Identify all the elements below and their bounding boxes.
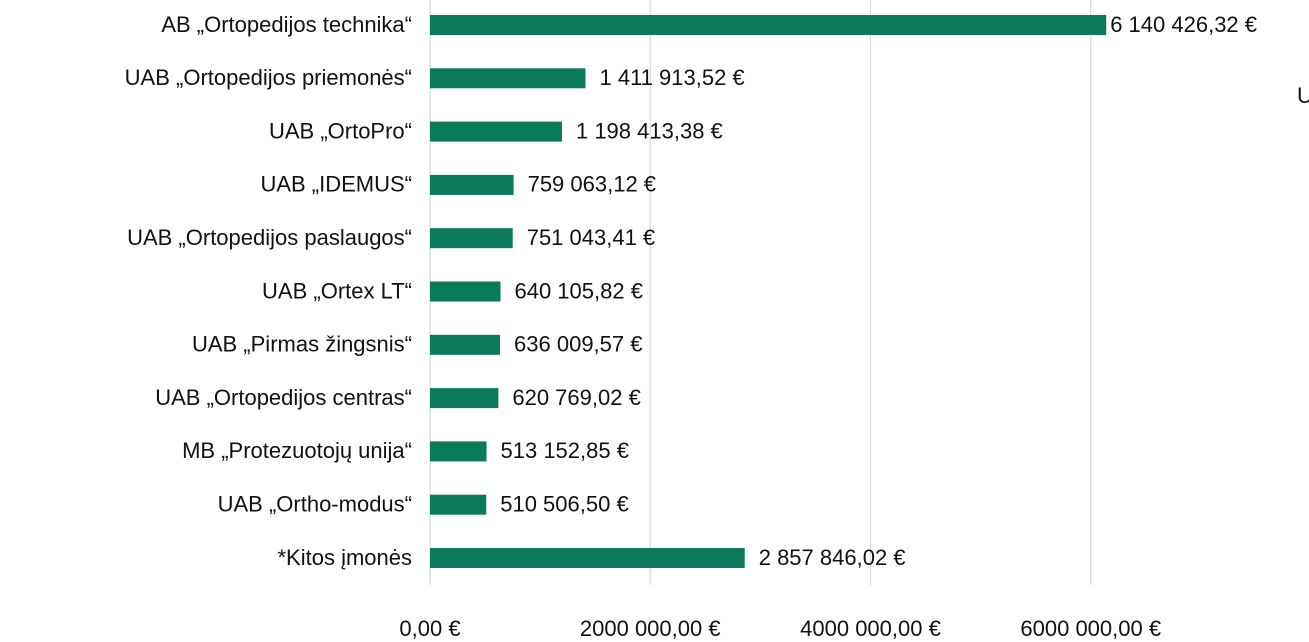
value-label: 510 506,50 € xyxy=(500,492,628,517)
value-label: 640 105,82 € xyxy=(514,278,642,303)
bar xyxy=(430,441,487,462)
y-tick-label: MB „Protezuotojų unija“ xyxy=(182,438,412,463)
y-tick-label: UAB „Ortopedijos paslaugos“ xyxy=(127,225,412,250)
note: U xyxy=(1297,83,1309,108)
y-tick-label: UAB „Pirmas žingsnis“ xyxy=(192,332,412,357)
y-tick-label: UAB „Ortex LT“ xyxy=(262,278,412,303)
y-tick-label: AB „Ortopedijos technika“ xyxy=(161,12,412,37)
value-label: 751 043,41 € xyxy=(527,225,655,250)
value-label: 2 857 846,02 € xyxy=(759,545,906,570)
bar xyxy=(430,121,562,142)
x-tick-label: 2000 000,00 € xyxy=(580,616,721,641)
y-tick-label: UAB „Ortho-modus“ xyxy=(218,492,412,517)
bar xyxy=(430,68,586,89)
bar xyxy=(430,281,501,302)
bar xyxy=(430,334,501,355)
bar xyxy=(430,388,499,409)
value-label: 1 198 413,38 € xyxy=(576,118,723,143)
value-label: 759 063,12 € xyxy=(528,172,656,197)
bar xyxy=(430,494,487,515)
y-tick-label: UAB „OrtoPro“ xyxy=(269,118,412,143)
bar xyxy=(430,548,745,568)
value-label: 6 140 426,32 € xyxy=(1110,12,1257,37)
value-label: 620 769,02 € xyxy=(512,385,640,410)
y-tick-label: UAB „IDEMUS“ xyxy=(260,172,412,197)
value-label: 636 009,57 € xyxy=(514,332,642,357)
bar xyxy=(430,15,1107,35)
value-label: 513 152,85 € xyxy=(501,438,629,463)
y-tick-label: *Kitos įmonės xyxy=(277,545,412,570)
value-label: 1 411 913,52 € xyxy=(599,65,744,90)
bar xyxy=(430,174,514,195)
y-tick-label: UAB „Ortopedijos priemonės“ xyxy=(125,65,412,90)
x-tick-label: 0,00 € xyxy=(399,616,460,641)
x-tick-label: 4000 000,00 € xyxy=(800,616,941,641)
bar xyxy=(430,228,513,249)
x-tick-label: 6000 000,00 € xyxy=(1020,616,1161,641)
y-tick-label: UAB „Ortopedijos centras“ xyxy=(155,385,412,410)
